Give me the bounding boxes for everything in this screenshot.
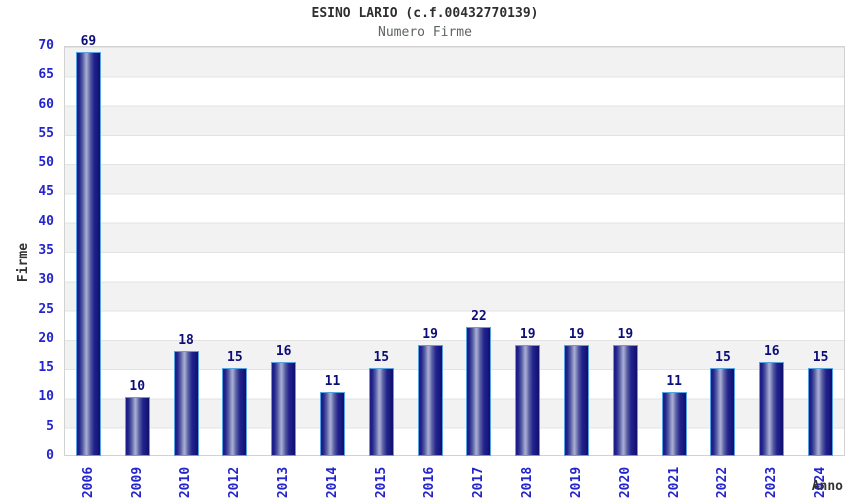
bar (417, 344, 443, 456)
bar (222, 368, 248, 456)
bar (271, 362, 297, 456)
bar-value-label: 19 (422, 326, 438, 342)
x-tick-label: 2006 (80, 466, 96, 498)
bar-value-label: 19 (617, 326, 634, 342)
x-tick-label: 2013 (276, 466, 292, 498)
y-tick-label: 50 (38, 155, 54, 171)
bar-value-label: 16 (275, 344, 292, 360)
bar (173, 350, 199, 456)
bar (75, 51, 101, 456)
bar (564, 344, 590, 456)
bar-value-label: 19 (568, 326, 585, 342)
x-tick-label: 2023 (764, 466, 780, 498)
chart-subtitle: Numero Firme (378, 25, 472, 40)
bar-value-label: 15 (812, 350, 829, 366)
y-tick-label: 60 (38, 96, 54, 112)
bar (612, 344, 638, 456)
bar-value-label: 22 (471, 309, 487, 325)
bar (319, 391, 345, 456)
bar (466, 327, 492, 456)
x-tick-label: 2012 (227, 466, 243, 498)
bar (515, 344, 541, 456)
bar-value-label: 15 (715, 350, 731, 366)
bar-value-label: 11 (666, 373, 682, 389)
y-tick-label: 70 (38, 38, 54, 53)
bar-value-label: 19 (519, 326, 536, 342)
x-tick-label: 2022 (715, 466, 731, 498)
bar (759, 362, 785, 456)
bar-value-label: 16 (763, 344, 780, 360)
bar-value-label: 10 (129, 379, 146, 395)
bar (808, 368, 834, 456)
y-tick-label: 20 (38, 330, 54, 346)
y-axis-label: Firme (16, 242, 32, 282)
y-tick-label: 55 (38, 125, 54, 141)
x-tick-label: 2010 (178, 466, 194, 498)
y-tick-label: 40 (38, 213, 54, 229)
bar-value-label: 15 (227, 350, 243, 366)
x-tick-label: 2020 (617, 466, 633, 498)
y-tick-label: 10 (38, 389, 54, 405)
y-tick-label: 25 (38, 301, 54, 317)
x-tick-label: 2018 (520, 466, 536, 498)
y-tick-label: 65 (38, 67, 54, 83)
bar-value-label: 69 (80, 33, 97, 49)
y-tick-label: 15 (38, 360, 54, 376)
bar (368, 368, 394, 456)
bar-value-label: 15 (373, 350, 390, 366)
y-tick-label: 5 (46, 418, 54, 434)
x-axis-label: Anno (811, 479, 843, 494)
bar (661, 391, 687, 456)
x-tick-label: 2017 (471, 466, 487, 498)
chart-title: ESINO LARIO (c.f.00432770139) (311, 6, 539, 21)
x-tick-label: 2019 (569, 466, 585, 498)
y-tick-label: 30 (38, 272, 54, 288)
x-tick-label: 2014 (324, 466, 340, 498)
x-tick-label: 2016 (422, 466, 438, 498)
y-tick-label: 35 (38, 243, 54, 258)
bar-value-label: 11 (324, 373, 341, 389)
x-tick-label: 2015 (373, 466, 389, 498)
y-tick-label: 0 (46, 448, 54, 463)
x-tick-label: 2021 (666, 466, 682, 498)
y-tick-label: 45 (38, 184, 54, 200)
x-tick-label: 2009 (129, 466, 145, 498)
bar (710, 368, 736, 456)
bar (124, 397, 150, 456)
bar-value-label: 18 (178, 332, 194, 348)
